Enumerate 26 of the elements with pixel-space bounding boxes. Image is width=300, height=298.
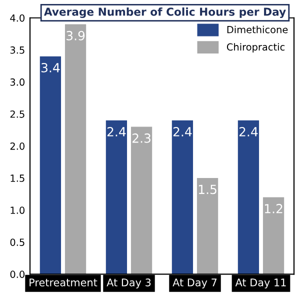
legend-label: Chiropractic <box>226 43 285 53</box>
bar <box>64 24 86 274</box>
x-tick-label: At Day 7 <box>172 278 217 288</box>
text: 1.0 <box>10 206 24 214</box>
data-label: 2.4 <box>173 127 192 136</box>
bar <box>40 56 62 274</box>
x-tick-label: At Day 11 <box>235 278 286 288</box>
data-label: 3.4 <box>41 62 60 72</box>
text: 4.0 <box>10 14 24 22</box>
data-label: 2.4 <box>239 127 258 136</box>
text: 3.0 <box>10 78 24 86</box>
text: 2.5 <box>10 110 24 118</box>
data-label: 3.9 <box>66 30 85 40</box>
text: 2.0 <box>10 142 24 150</box>
data-label: 2.4 <box>107 127 126 136</box>
chart-title: Average Number of Colic Hours per Day <box>44 7 286 18</box>
text: 0.5 <box>10 238 24 246</box>
x-tick-label: At Day 3 <box>106 278 151 288</box>
x-tick-label: Pretreatment <box>30 278 98 286</box>
data-label: 2.3 <box>132 133 150 143</box>
text: 1.5 <box>10 174 24 182</box>
legend-label: Dimethicone <box>227 26 288 34</box>
text: 0.0 <box>10 270 24 278</box>
data-label: 1.5 <box>198 184 216 194</box>
data-label: 1.2 <box>264 204 282 214</box>
text: 3.5 <box>10 46 24 54</box>
